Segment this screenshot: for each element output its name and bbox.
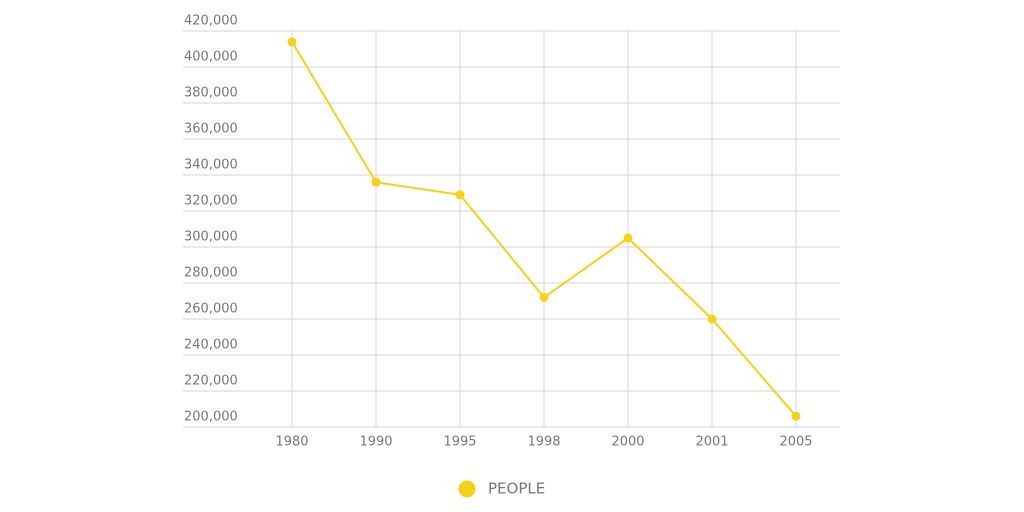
y-tick-label: 420,000 <box>184 14 238 29</box>
y-tick-label: 400,000 <box>184 50 238 65</box>
x-tick-label: 1980 <box>275 435 308 450</box>
y-tick-label: 340,000 <box>184 158 238 173</box>
x-tick-label: 1998 <box>527 435 560 450</box>
data-point <box>371 177 381 187</box>
x-tick-label: 2000 <box>611 435 644 450</box>
data-point <box>455 190 465 200</box>
y-tick-label: 300,000 <box>184 230 238 245</box>
y-tick-label: 260,000 <box>184 302 238 317</box>
data-point <box>287 37 297 47</box>
y-tick-label: 380,000 <box>184 86 238 101</box>
x-tick-label: 2005 <box>779 435 812 450</box>
data-point <box>707 314 717 324</box>
y-tick-label: 280,000 <box>184 266 238 281</box>
y-tick-label: 200,000 <box>184 410 238 425</box>
y-tick-label: 360,000 <box>184 122 238 137</box>
x-tick-label: 2001 <box>695 435 728 450</box>
y-tick-label: 240,000 <box>184 338 238 353</box>
x-tick-label: 1990 <box>359 435 392 450</box>
data-point <box>791 411 801 421</box>
data-point <box>623 233 633 243</box>
y-tick-label: 220,000 <box>184 374 238 389</box>
legend-marker <box>458 480 476 498</box>
y-tick-label: 320,000 <box>184 194 238 209</box>
data-point <box>539 292 549 302</box>
x-tick-label: 1995 <box>443 435 476 450</box>
legend-label: PEOPLE <box>488 480 545 498</box>
